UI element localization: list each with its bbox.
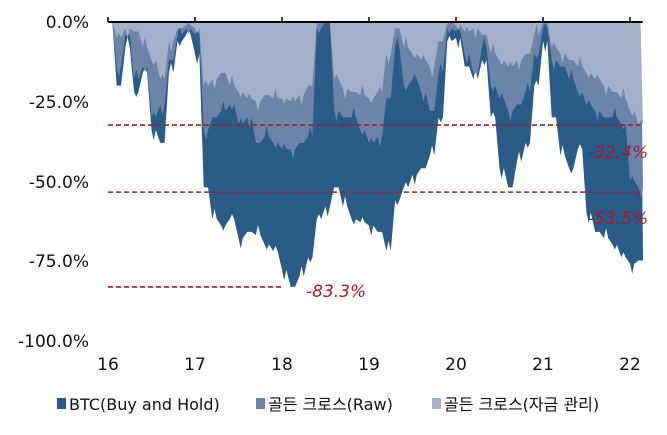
reference-label: -83.3%	[306, 282, 366, 302]
x-tick-label: 19	[358, 355, 380, 375]
series-areas	[108, 22, 644, 287]
legend-swatch-raw	[256, 398, 265, 409]
x-tick-label: 21	[532, 355, 554, 375]
x-tick-label: 17	[184, 355, 206, 375]
x-tick-label: 22	[619, 355, 641, 375]
legend-label-raw: 골든 크로스(Raw)	[268, 395, 393, 414]
legend-label-money-mgmt: 골든 크로스(자금 관리)	[444, 395, 599, 414]
y-tick-label: -100.0%	[18, 332, 89, 352]
reference-labels: -32.4% -53.5% -83.3%	[306, 143, 648, 302]
y-tick-label: -75.0%	[29, 252, 89, 272]
y-tick-label: -50.0%	[29, 173, 89, 193]
legend-label-btc: BTC(Buy and Hold)	[69, 395, 220, 414]
legend-swatch-btc	[57, 398, 66, 409]
legend: BTC(Buy and Hold) 골든 크로스(Raw) 골든 크로스(자금 …	[57, 395, 599, 414]
x-tick-label: 16	[97, 355, 119, 375]
reference-label: -53.5%	[588, 209, 648, 229]
reference-lines	[108, 124, 641, 288]
x-axis	[107, 17, 643, 23]
legend-swatch-money-mgmt	[432, 398, 441, 409]
y-tick-label: 0.0%	[46, 13, 89, 33]
x-tick-labels: 16 17 18 19 20 21 22	[97, 355, 641, 375]
reference-label: -32.4%	[588, 143, 648, 163]
y-tick-labels: 0.0% -25.0% -50.0% -75.0% -100.0%	[18, 13, 89, 352]
area-golden-cross-money-mgmt	[108, 22, 644, 126]
x-tick-label: 20	[445, 355, 467, 375]
x-tick-label: 18	[271, 355, 293, 375]
y-tick-label: -25.0%	[29, 93, 89, 113]
